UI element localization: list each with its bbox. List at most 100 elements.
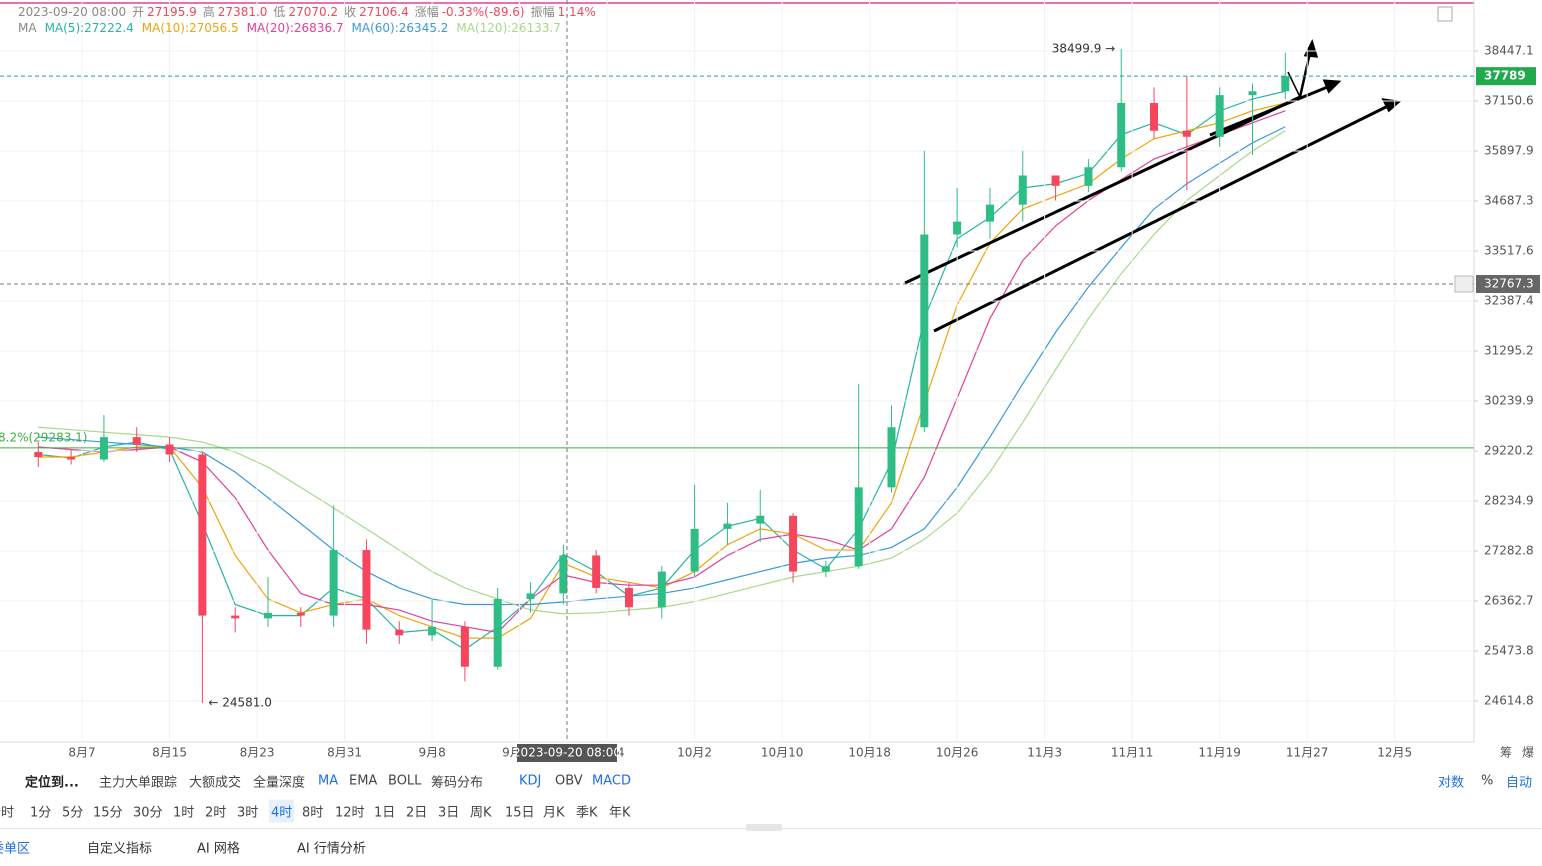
candle-body: [756, 515, 765, 524]
y-tick-label: 38447.1: [1484, 43, 1534, 57]
field-value: 27070.2: [288, 5, 339, 19]
ma-line: [38, 110, 1286, 634]
field-label: 开: [132, 5, 145, 19]
field-label: 低: [273, 5, 286, 19]
candle-body: [690, 528, 699, 572]
field-value: -0.33%(-89.6): [441, 5, 525, 19]
y-tick-label: 24614.8: [1484, 693, 1534, 707]
candle-body: [34, 452, 43, 458]
tab[interactable]: AI 网格: [197, 841, 240, 857]
axis-corner: 筹: [1500, 746, 1512, 760]
field-value: 1.14%: [557, 5, 596, 19]
field-label: 高: [202, 5, 215, 19]
x-tick-label: 11月11: [1111, 746, 1154, 760]
candle-body: [296, 612, 305, 616]
tool-button[interactable]: 主力大单跟踪: [99, 775, 178, 791]
candle-body: [428, 626, 437, 636]
candle-body: [920, 234, 929, 428]
x-tick-label: 12月5: [1377, 746, 1412, 760]
candle-body: [985, 204, 994, 222]
interval-button[interactable]: 3时: [237, 805, 259, 821]
interval-button[interactable]: 1分: [30, 805, 52, 821]
x-tick-label: 9月8: [418, 746, 445, 760]
candle-body: [395, 629, 404, 636]
tab[interactable]: 自定义指标: [87, 841, 153, 857]
locate-button[interactable]: 定位到...: [25, 775, 79, 791]
interval-button[interactable]: 5分: [62, 805, 84, 821]
header-time: 2023-09-20 08:00: [18, 5, 127, 19]
interval-button[interactable]: 15分: [93, 805, 123, 821]
y-tick-label: 30239.9: [1484, 393, 1534, 407]
interval-button[interactable]: 2时: [205, 805, 227, 821]
indicator-button[interactable]: EMA: [349, 773, 378, 789]
chart: 38447.1 37150.6 35897.9 34687.3 33517.6 32387…: [0, 0, 1540, 762]
indicator-button[interactable]: MACD: [592, 773, 631, 789]
high-marker: 38499.9 →: [1052, 41, 1116, 55]
crosshair-x-label: 2023-09-20 08:00: [513, 746, 621, 760]
indicator-button[interactable]: BOLL: [388, 773, 422, 789]
resize-handle[interactable]: [746, 824, 782, 831]
indicator-button[interactable]: MA: [318, 773, 339, 789]
candle-body: [789, 515, 798, 572]
crosshair-plus: [1454, 275, 1474, 293]
y-tick-label: 34687.3: [1484, 193, 1534, 207]
tab[interactable]: AI 行情分析: [297, 841, 366, 857]
interval-button[interactable]: 30分: [133, 805, 163, 821]
interval-button[interactable]: 8时: [302, 805, 324, 821]
candle-body: [1084, 167, 1093, 186]
candle-body: [624, 587, 633, 608]
candle-body: [723, 523, 732, 529]
crosshair-y-label: 32767.3: [1484, 276, 1534, 290]
arrow-head: [1322, 79, 1342, 94]
ma-line: [38, 102, 1286, 639]
indicator-button[interactable]: KDJ: [519, 773, 542, 789]
interval-button[interactable]: 年K: [609, 805, 631, 821]
candle-body: [362, 550, 371, 630]
scale-button[interactable]: %: [1481, 773, 1494, 789]
axis-corner: 爆: [1522, 746, 1534, 760]
interval-button[interactable]: 1日: [374, 805, 396, 821]
candle-body: [198, 454, 207, 616]
interval-button[interactable]: 3日: [438, 805, 460, 821]
crosshair-y-box: [1476, 274, 1540, 293]
scale-button[interactable]: 自动: [1506, 775, 1533, 791]
indicator-button[interactable]: 筹码分布: [431, 775, 484, 791]
interval-button[interactable]: 周K: [470, 805, 492, 821]
fullscreen-icon[interactable]: [1437, 6, 1453, 22]
interval-button[interactable]: 15日: [505, 805, 535, 821]
ma-line: [38, 90, 1286, 651]
legend-entry: MA(5):27222.4: [44, 21, 134, 35]
x-tick-label: 11月19: [1198, 746, 1241, 760]
x-tick-label: 10月18: [848, 746, 891, 760]
tab[interactable]: 委单区: [0, 841, 31, 857]
ohlc-header: 2023-09-20 08:00 开 27195.9 高 27381.0 低 27070.2…: [4, 3, 596, 20]
y-tick-label: 25473.8: [1484, 643, 1534, 657]
interval-button[interactable]: 月K: [543, 805, 565, 821]
candle-body: [657, 571, 666, 608]
x-tick-label: 8月23: [240, 746, 275, 760]
x-tick-label: 11月3: [1027, 746, 1062, 760]
candle-body: [1215, 95, 1224, 137]
candle-body: [1248, 91, 1257, 96]
candle-body: [559, 555, 568, 594]
lines-layer: [38, 90, 1286, 651]
interval-button[interactable]: 2日: [406, 805, 428, 821]
ma-line: [38, 126, 1286, 606]
tool-button[interactable]: 大额成交: [189, 775, 242, 791]
indicator-button[interactable]: OBV: [555, 773, 583, 789]
interval-button[interactable]: 1时: [173, 805, 195, 821]
x-tick-label: 10月10: [761, 746, 804, 760]
scale-button[interactable]: 对数: [1438, 775, 1465, 791]
crosshair-x-box: [516, 744, 617, 762]
tool-button[interactable]: 全量深度: [253, 775, 306, 791]
x-tick-label: 8月7: [68, 746, 95, 760]
candle-body: [329, 550, 338, 616]
candle-body: [592, 555, 601, 588]
interval-button[interactable]: 4时: [269, 799, 295, 823]
interval-button[interactable]: 分时: [0, 805, 15, 821]
interval-button[interactable]: 12时: [335, 805, 365, 821]
y-tick-label: 27282.8: [1484, 543, 1534, 557]
interval-button[interactable]: 季K: [576, 805, 598, 821]
candle-body: [526, 593, 535, 599]
